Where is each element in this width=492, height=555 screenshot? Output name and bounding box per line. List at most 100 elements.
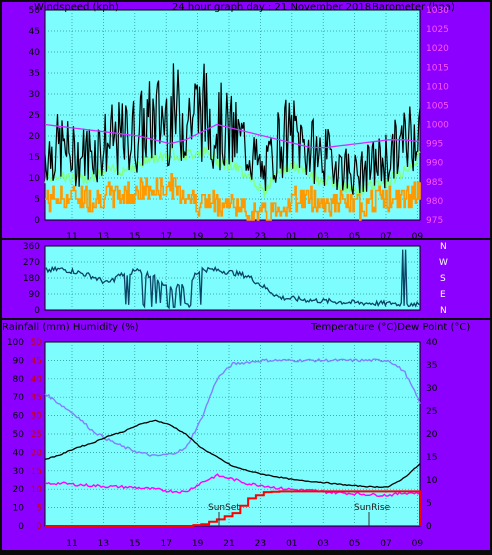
humidity-y-tick: 80 <box>13 375 25 385</box>
barometer-y-tick: 1000 <box>426 121 449 131</box>
wind-gust-line <box>44 63 421 195</box>
temp-y-tick: 0 <box>426 522 432 532</box>
humidity-y-tick: 100 <box>7 338 24 348</box>
dir-label-n-top: N <box>440 242 447 252</box>
temp-y-tick: 40 <box>426 338 438 348</box>
barometer-y-tick: 990 <box>426 159 443 169</box>
temp-x-tick: 13 <box>98 539 109 549</box>
direction-grid <box>45 246 420 310</box>
rainfall-line <box>45 490 421 527</box>
temp-x-tick: 03 <box>317 539 328 549</box>
wind-grid <box>45 10 420 220</box>
wind-y-tick: 15 <box>29 153 40 163</box>
wind-x-tick: 09 <box>412 232 424 242</box>
temp-x-tick: 09 <box>412 539 424 549</box>
temp-y-tick: 10 <box>426 476 438 486</box>
temp-x-tick: 19 <box>192 539 204 549</box>
temp-y-tick: 5 <box>426 499 432 509</box>
rain-y-tick: 40 <box>31 375 43 385</box>
wind-x-tick: 17 <box>160 232 171 242</box>
humidity-line <box>44 357 421 457</box>
wind-y-tick: 40 <box>29 48 41 58</box>
direction-axes: 0 90 180 270 360 <box>23 242 40 316</box>
barometer-y-tick: 975 <box>426 216 443 226</box>
temp-x-tick: 17 <box>160 539 171 549</box>
rain-y-tick: 20 <box>31 448 43 458</box>
wind-x-tick: 19 <box>192 232 204 242</box>
rain-y-tick: 25 <box>31 430 42 440</box>
humidity-y-tick: 20 <box>13 485 25 495</box>
wind-speed-line <box>45 173 421 221</box>
rain-y-tick: 0 <box>36 522 42 532</box>
wind-x-tick: 15 <box>129 232 140 242</box>
rain-humidity-label: Rainfall (mm) Humidity (%) <box>2 322 139 333</box>
wind-y-tick: 0 <box>34 216 40 226</box>
barometer-y-tick: 1025 <box>426 25 449 35</box>
wind-x-tick: 11 <box>66 232 77 242</box>
rain-y-tick: 45 <box>31 356 42 366</box>
sunset-label: SunSet <box>208 503 240 513</box>
wind-y-tick: 10 <box>29 174 41 184</box>
humidity-y-tick: 50 <box>13 430 25 440</box>
temp-series <box>44 357 421 527</box>
temperature-line <box>44 419 421 488</box>
wind-x-tick: 03 <box>317 232 328 242</box>
sunrise-label: SunRise <box>354 503 391 513</box>
temp-y-tick: 35 <box>426 361 437 371</box>
wind-y-tick: 30 <box>29 90 41 100</box>
temp-x-tick: 21 <box>223 539 234 549</box>
direction-y-tick: 0 <box>34 306 40 316</box>
wind-y-tick: 20 <box>29 132 41 142</box>
barometer-label: Barometer (hpa) <box>372 2 455 13</box>
direction-y-tick: 180 <box>23 274 40 284</box>
chart-title: 24 hour graph day : 21 November 2018 <box>172 2 371 13</box>
wind-axes: 0510152025303540455097598098599099510001… <box>29 6 450 242</box>
wind-series <box>44 63 421 221</box>
direction-series <box>44 249 421 310</box>
wind-x-tick: 21 <box>223 232 234 242</box>
barometer-y-tick: 995 <box>426 140 443 150</box>
dir-label-n-bottom: N <box>440 306 447 316</box>
wind-y-tick: 5 <box>34 195 40 205</box>
humidity-y-tick: 90 <box>13 356 25 366</box>
barometer-line <box>44 123 421 149</box>
humidity-y-tick: 0 <box>18 522 24 532</box>
humidity-y-tick: 70 <box>13 393 25 403</box>
wind-direction-line <box>44 249 421 310</box>
wind-x-tick: 05 <box>349 232 360 242</box>
barometer-y-tick: 1030 <box>426 6 449 16</box>
dewpoint-line <box>44 473 421 498</box>
barometer-y-tick: 1015 <box>426 63 449 73</box>
temp-y-tick: 20 <box>426 430 438 440</box>
humidity-y-tick: 30 <box>13 467 25 477</box>
direction-y-tick: 270 <box>23 258 40 268</box>
direction-y-tick: 360 <box>23 242 40 252</box>
humidity-y-tick: 10 <box>13 504 25 514</box>
wind-y-tick: 25 <box>29 111 40 121</box>
barometer-y-tick: 1010 <box>426 82 449 92</box>
direction-labels: N W S E N <box>439 242 448 316</box>
dir-label-e: E <box>440 290 446 300</box>
direction-y-tick: 90 <box>29 290 41 300</box>
rain-y-tick: 15 <box>31 467 42 477</box>
barometer-y-tick: 980 <box>426 197 443 207</box>
rain-y-tick: 50 <box>31 338 43 348</box>
wind-x-tick: 23 <box>255 232 266 242</box>
temp-y-tick: 15 <box>426 453 437 463</box>
wind-y-tick: 35 <box>29 69 40 79</box>
temp-x-tick: 23 <box>255 539 266 549</box>
temp-y-tick: 25 <box>426 407 437 417</box>
dir-label-s: S <box>440 274 446 284</box>
rain-y-tick: 10 <box>31 485 43 495</box>
wind-y-tick: 45 <box>29 27 40 37</box>
wind-y-tick: 50 <box>29 6 41 16</box>
rain-y-tick: 5 <box>36 504 42 514</box>
temp-x-tick: 01 <box>286 539 297 549</box>
humidity-y-tick: 40 <box>13 448 25 458</box>
temp-x-tick: 11 <box>66 539 77 549</box>
temp-axes: 0102030405060708090100051015202530354045… <box>7 338 438 549</box>
temp-dewpoint-label: Temperature (°C)Dew Point (°C) <box>310 322 470 333</box>
windspeed-label: Windspeed (kph) <box>34 2 119 13</box>
temp-x-tick: 07 <box>380 539 391 549</box>
